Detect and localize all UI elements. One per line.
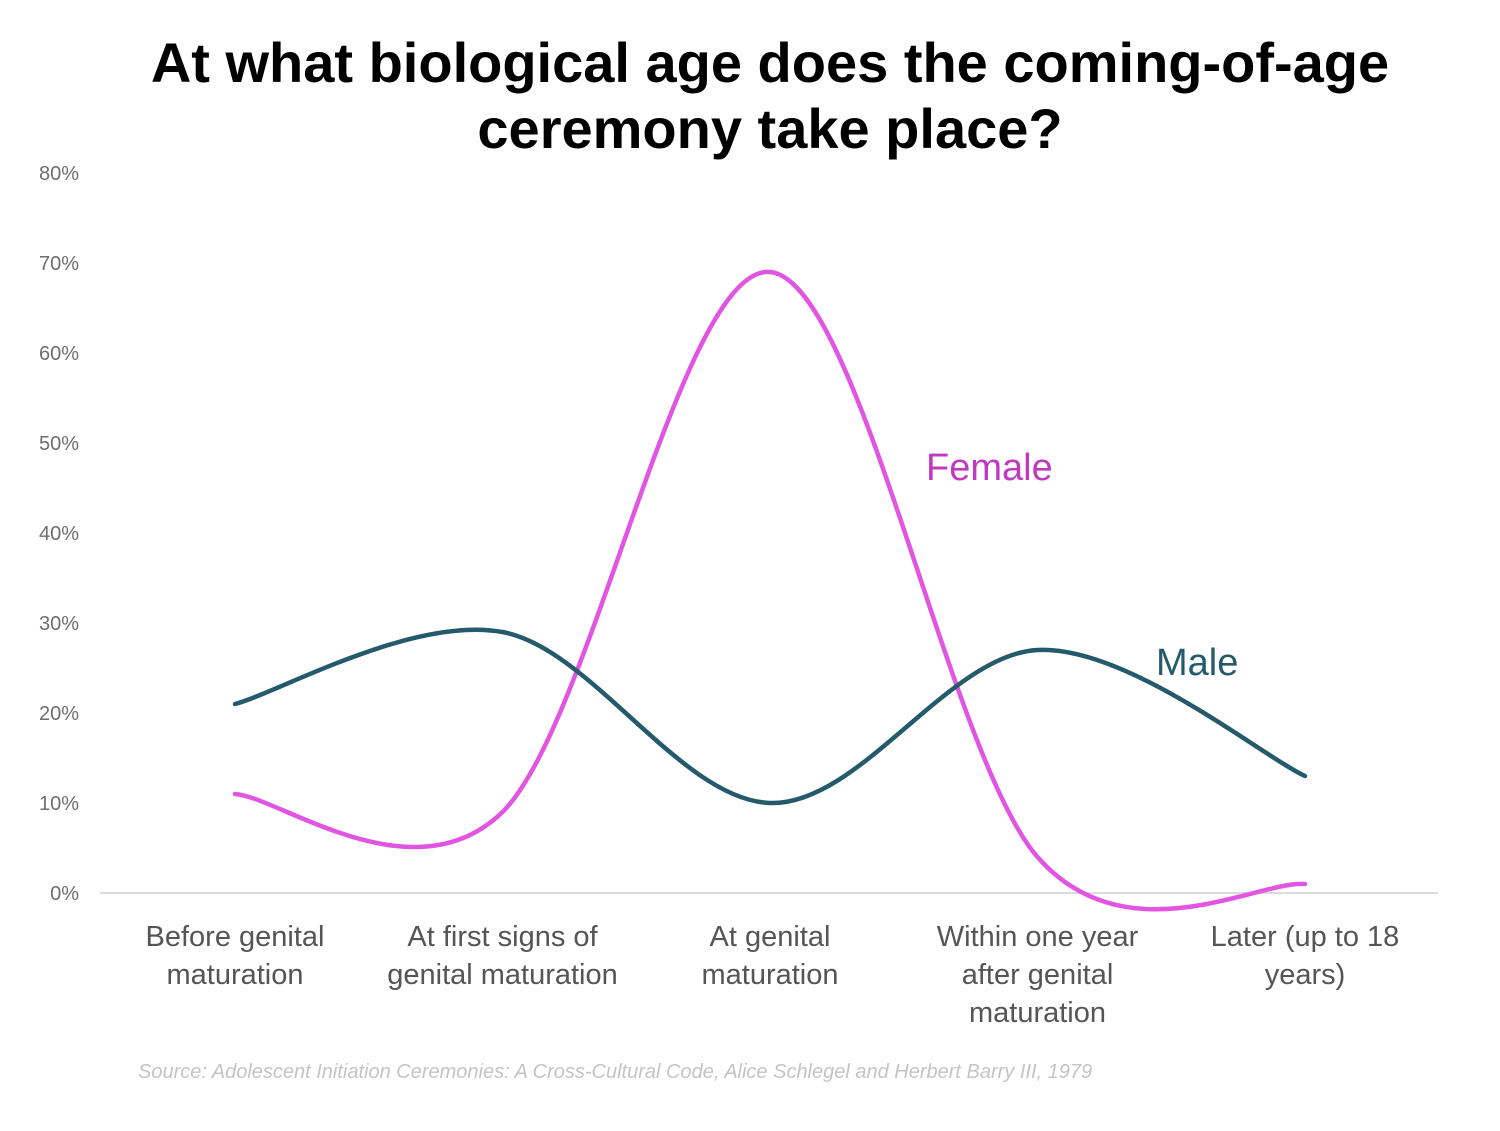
series-label-female: Female <box>926 447 1053 489</box>
series-label-male: Male <box>1156 642 1238 684</box>
y-axis-ticks: 0% 10% 20% 30% 40% 50% 60% 70% 80% <box>39 163 79 905</box>
x-tick-label-line: maturation <box>166 959 303 991</box>
chart-title: At what biological age does the coming-o… <box>150 31 1390 160</box>
x-tick-label-line: Later (up to 18 <box>1211 921 1400 953</box>
x-tick-label-line: maturation <box>701 959 838 991</box>
x-tick-label-line: years) <box>1265 959 1346 991</box>
x-tick-label-line: At first signs of <box>407 921 598 953</box>
x-tick-label-line: Within one year <box>937 921 1139 953</box>
y-tick-label: 30% <box>39 613 79 635</box>
y-tick-label: 80% <box>39 163 79 185</box>
y-tick-label: 20% <box>39 703 79 725</box>
x-tick-label: Before genital maturation <box>146 921 325 991</box>
series-labels: Female Male <box>926 447 1238 684</box>
series-line-male <box>232 627 1308 806</box>
x-tick-label: At genital maturation <box>701 921 838 991</box>
source-note: Source: Adolescent Initiation Ceremonies… <box>138 1061 1093 1083</box>
y-tick-label: 70% <box>39 253 79 275</box>
x-tick-label: At first signs of genital maturation <box>387 921 618 991</box>
x-tick-label-line: Before genital <box>146 921 325 953</box>
y-tick-label: 60% <box>39 343 79 365</box>
series-line-female <box>232 269 1308 912</box>
y-tick-label: 40% <box>39 523 79 545</box>
x-tick-label-line: genital maturation <box>387 959 618 991</box>
x-tick-label: Later (up to 18 years) <box>1211 921 1400 991</box>
y-tick-label: 10% <box>39 793 79 815</box>
x-tick-label: Within one year after genital maturation <box>937 921 1139 1029</box>
x-tick-label-line: after genital <box>962 959 1114 991</box>
x-tick-label-line: maturation <box>969 997 1106 1029</box>
x-axis-ticks: Before genital maturation At first signs o… <box>146 921 1400 1029</box>
series-lines <box>232 269 1308 912</box>
x-tick-label-line: At genital <box>710 921 831 953</box>
y-tick-label: 0% <box>50 883 79 905</box>
y-tick-label: 50% <box>39 433 79 455</box>
